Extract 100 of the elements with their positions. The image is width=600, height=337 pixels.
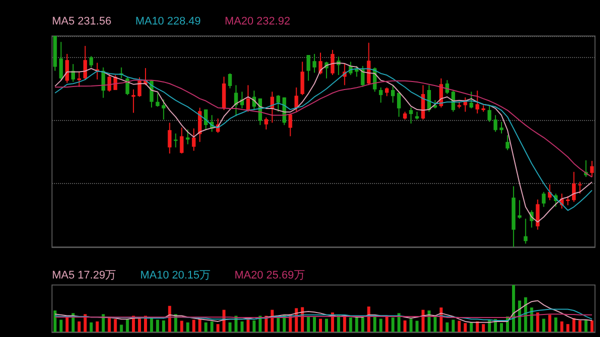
candlestick bbox=[488, 104, 492, 122]
bar bbox=[96, 321, 99, 332]
candlestick bbox=[590, 160, 594, 178]
bar bbox=[90, 322, 93, 332]
bar bbox=[162, 320, 166, 332]
candlestick bbox=[312, 53, 316, 74]
candlestick bbox=[572, 171, 576, 202]
bar bbox=[542, 318, 546, 332]
candlestick bbox=[427, 84, 431, 112]
bar bbox=[409, 318, 412, 332]
bar bbox=[397, 313, 400, 332]
bar bbox=[367, 306, 370, 332]
text: MA10 20.15万 bbox=[140, 270, 211, 282]
candlestick bbox=[524, 218, 528, 244]
candlestick bbox=[174, 132, 178, 148]
bar bbox=[349, 317, 352, 332]
bar bbox=[150, 317, 154, 332]
candlestick bbox=[168, 122, 172, 154]
candlestick bbox=[494, 114, 498, 132]
bar bbox=[192, 320, 196, 332]
candlestick bbox=[192, 128, 196, 152]
bar bbox=[373, 316, 376, 332]
bar bbox=[114, 319, 117, 332]
candlestick bbox=[126, 76, 130, 96]
bar bbox=[54, 310, 57, 332]
candlestick bbox=[566, 196, 570, 206]
bar bbox=[536, 312, 540, 332]
bar bbox=[156, 320, 160, 332]
bar bbox=[422, 310, 425, 332]
candlestick bbox=[65, 53, 69, 84]
bar bbox=[482, 324, 485, 332]
bar bbox=[276, 317, 280, 332]
candlestick bbox=[138, 76, 142, 98]
bar bbox=[428, 310, 431, 332]
bar bbox=[391, 317, 394, 332]
bar bbox=[572, 318, 576, 332]
bar bbox=[416, 320, 419, 332]
bar bbox=[566, 324, 570, 332]
bar bbox=[198, 318, 202, 332]
bar bbox=[512, 285, 516, 332]
bar bbox=[590, 320, 594, 332]
candlestick bbox=[162, 99, 166, 120]
bar bbox=[385, 316, 388, 332]
bar bbox=[578, 320, 582, 332]
text: MA5 231.56 bbox=[52, 16, 112, 28]
bar bbox=[66, 317, 69, 332]
candlestick bbox=[300, 61, 304, 96]
bar bbox=[306, 316, 310, 332]
candlestick bbox=[228, 72, 232, 89]
candlestick bbox=[89, 56, 94, 68]
bar bbox=[180, 320, 184, 332]
candlestick bbox=[409, 107, 413, 124]
bar bbox=[228, 322, 232, 332]
bar bbox=[584, 320, 588, 332]
candlestick bbox=[59, 41, 63, 81]
bar bbox=[560, 321, 564, 332]
bar bbox=[403, 320, 406, 332]
candlestick bbox=[264, 116, 268, 130]
text: MA5 17.29万 bbox=[52, 270, 116, 282]
candlestick bbox=[132, 88, 136, 114]
bar bbox=[458, 320, 461, 332]
candlestick bbox=[506, 134, 510, 151]
text: MA20 25.69万 bbox=[234, 270, 305, 282]
candlestick bbox=[180, 127, 184, 154]
bar bbox=[102, 314, 105, 332]
bar bbox=[186, 322, 190, 332]
bar bbox=[216, 324, 220, 332]
text: MA20 232.92 bbox=[224, 16, 290, 28]
candlestick bbox=[397, 92, 401, 118]
bar bbox=[470, 322, 473, 332]
bar bbox=[240, 321, 244, 332]
text: MA10 228.49 bbox=[135, 16, 201, 28]
candlestick bbox=[378, 86, 383, 104]
bar bbox=[252, 320, 256, 332]
bar bbox=[500, 323, 503, 332]
bar bbox=[379, 318, 382, 332]
bar bbox=[210, 321, 214, 332]
bar bbox=[554, 317, 558, 332]
candlestick bbox=[246, 84, 250, 112]
bar bbox=[312, 317, 316, 332]
bar bbox=[138, 318, 141, 332]
bar bbox=[355, 317, 358, 332]
candlestick bbox=[288, 112, 292, 137]
bar bbox=[530, 308, 534, 332]
candlestick bbox=[578, 181, 582, 194]
bar bbox=[548, 314, 552, 332]
candlestick bbox=[518, 200, 522, 220]
bar bbox=[84, 314, 87, 332]
bar bbox=[120, 324, 123, 332]
bar bbox=[452, 320, 455, 332]
bar bbox=[434, 316, 437, 332]
bar bbox=[343, 316, 346, 332]
bar bbox=[204, 322, 208, 332]
candlestick bbox=[330, 49, 334, 76]
bar bbox=[446, 322, 449, 332]
candlestick bbox=[500, 121, 504, 134]
candlestick bbox=[469, 91, 474, 109]
candlestick bbox=[234, 84, 238, 117]
bar bbox=[108, 318, 111, 332]
candlestick bbox=[306, 54, 310, 82]
